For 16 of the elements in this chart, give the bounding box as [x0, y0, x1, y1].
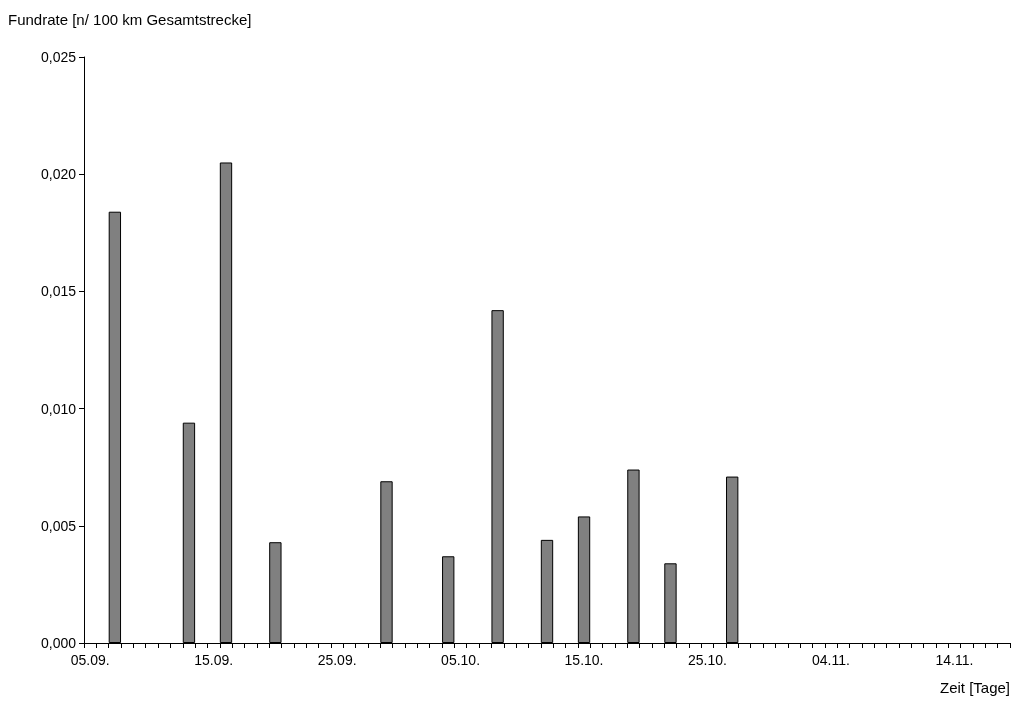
x-tick-label: 04.11. [812, 652, 850, 668]
x-tick-label: 05.09. [70, 652, 110, 668]
x-tick-label: 15.09. [194, 652, 234, 668]
x-tick-label: 05.10. [441, 652, 481, 668]
x-tick-label: 15.10. [564, 652, 604, 668]
y-tick-label: 0,000 [40, 635, 77, 651]
y-tick-label: 0,025 [40, 49, 77, 65]
y-axis-title: Fundrate [n/ 100 km Gesamtstrecke] [8, 11, 252, 28]
y-tick-label: 0,020 [40, 166, 77, 183]
y-tick-label: 0,010 [40, 400, 77, 417]
x-tick-label: 25.09. [317, 652, 357, 668]
x-axis-title: Zeit [Tage] [939, 679, 1011, 696]
x-tick-label: 14.11. [935, 652, 974, 668]
y-tick-label: 0,015 [40, 283, 77, 300]
y-tick-label: 0,005 [40, 517, 77, 534]
x-tick-label: 25.10. [688, 652, 727, 668]
